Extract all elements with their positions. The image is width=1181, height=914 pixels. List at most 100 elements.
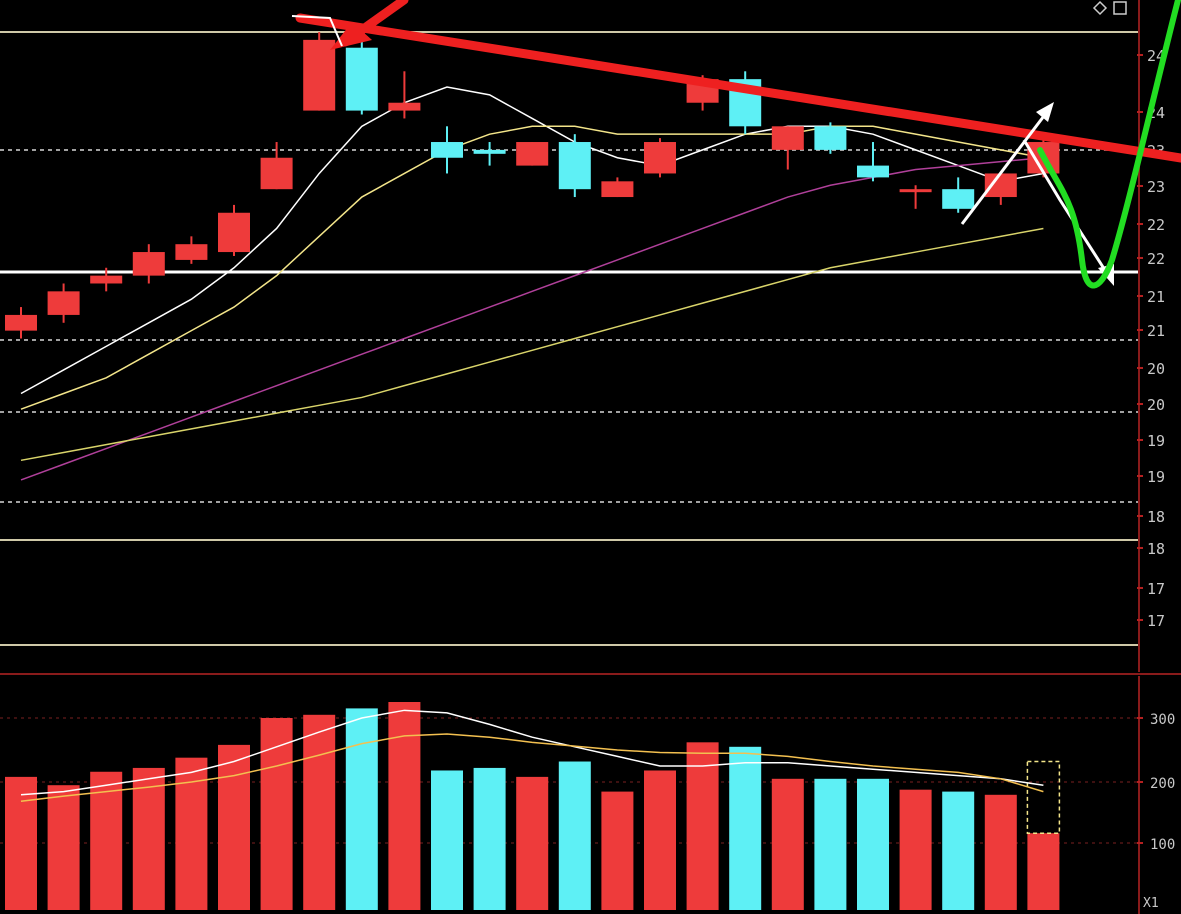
diamond-icon (1092, 0, 1108, 16)
price-tick-label: 23 (1147, 178, 1165, 196)
candle-body (516, 142, 549, 166)
candle-body (345, 47, 378, 111)
candle (516, 142, 549, 166)
candle (260, 142, 293, 190)
candle (5, 307, 37, 339)
price-tick-label: 21 (1147, 288, 1165, 306)
candle-body (814, 126, 847, 150)
candle (345, 39, 378, 115)
candle (47, 283, 80, 323)
volume-ma-lines (20, 709, 1044, 802)
price-grid (0, 0, 1181, 675)
window-icon (1113, 1, 1127, 15)
volume-bar (90, 771, 123, 910)
volume-bar (857, 778, 889, 910)
candle-body (558, 142, 591, 190)
price-tick-label: 17 (1147, 612, 1165, 630)
volume-bar (601, 791, 634, 910)
candle-body (175, 244, 208, 260)
volume-bar (729, 746, 762, 910)
candle (899, 185, 932, 209)
price-tick-label: 20 (1147, 360, 1165, 378)
candle-body (388, 102, 421, 111)
volume-bar (473, 767, 506, 910)
volume-bar (47, 785, 80, 910)
up-arrow-shaft (960, 107, 1052, 225)
candle (558, 134, 591, 198)
volume-bar (814, 778, 847, 910)
white-stroke (291, 15, 343, 47)
candle-body (771, 126, 804, 150)
ma-line (20, 86, 1044, 395)
candle-body (601, 181, 634, 198)
price-tick-label: 19 (1147, 468, 1165, 486)
candle (388, 71, 421, 119)
hand-drawn-annotations (291, 0, 1181, 289)
candle (132, 244, 165, 284)
candle (601, 177, 634, 198)
volume-bar (303, 714, 336, 910)
volume-tick-label: 100 (1150, 837, 1175, 853)
candle (984, 173, 1017, 205)
candle (857, 142, 889, 182)
price-axis: 24242323222221212020191918181717 (1137, 47, 1165, 630)
price-tick-label: 22 (1147, 250, 1165, 268)
candle (90, 267, 123, 292)
candle-body (90, 275, 123, 284)
candle-body (857, 165, 889, 178)
volume-bar (345, 708, 378, 910)
volume-bar (984, 794, 1017, 910)
volume-bar (771, 778, 804, 910)
volume-tick-label: 300 (1150, 712, 1175, 728)
volume-bar (644, 770, 676, 910)
price-tick-label: 18 (1147, 508, 1165, 526)
volume-axis: 300 200 100 X1 (1137, 712, 1175, 911)
resistance-trendline (295, 13, 1181, 163)
price-tick-label: 22 (1147, 216, 1165, 234)
candle (218, 204, 250, 256)
volume-bar (218, 744, 250, 910)
volume-ma-line (20, 709, 1044, 796)
volume-corner-label: X1 (1143, 896, 1159, 911)
price-tick-label: 17 (1147, 580, 1165, 598)
volume-bar (132, 767, 165, 910)
candle (814, 122, 847, 154)
volume-bar (942, 791, 975, 910)
candle (942, 177, 975, 213)
candle-body (303, 39, 336, 111)
volume-tick-label: 200 (1150, 776, 1175, 792)
candle-body (218, 212, 250, 253)
volume-bar (1027, 833, 1060, 910)
price-tick-label: 21 (1147, 322, 1165, 340)
green-projection-curve (1037, 0, 1181, 289)
candle (729, 71, 762, 135)
volume-bar (5, 776, 37, 910)
volume-bar (686, 742, 719, 910)
candle-body (984, 173, 1017, 198)
price-tick-label: 19 (1147, 432, 1165, 450)
volume-bar (899, 789, 932, 910)
up-arrow-head (1036, 102, 1054, 122)
candle-body (260, 157, 293, 190)
volume-bar (516, 776, 549, 910)
candle-body (47, 291, 80, 315)
down-arrow-shaft (1022, 139, 1112, 279)
candle-body (132, 252, 165, 276)
volume-bars (5, 702, 1061, 910)
candle (644, 138, 676, 178)
candle (175, 236, 208, 264)
candle-body (942, 189, 975, 209)
window-corner-icons (1092, 0, 1127, 16)
candle (303, 32, 336, 111)
ma-line (20, 125, 1044, 410)
candle-body (899, 189, 932, 193)
ma-line (20, 227, 1044, 462)
candle-body (5, 314, 37, 331)
volume-ma-line (20, 733, 1044, 802)
candle-body (473, 149, 506, 154)
candle (473, 142, 506, 166)
candlestick-series (5, 32, 1060, 339)
price-tick-label: 18 (1147, 540, 1165, 558)
candle (431, 126, 463, 174)
